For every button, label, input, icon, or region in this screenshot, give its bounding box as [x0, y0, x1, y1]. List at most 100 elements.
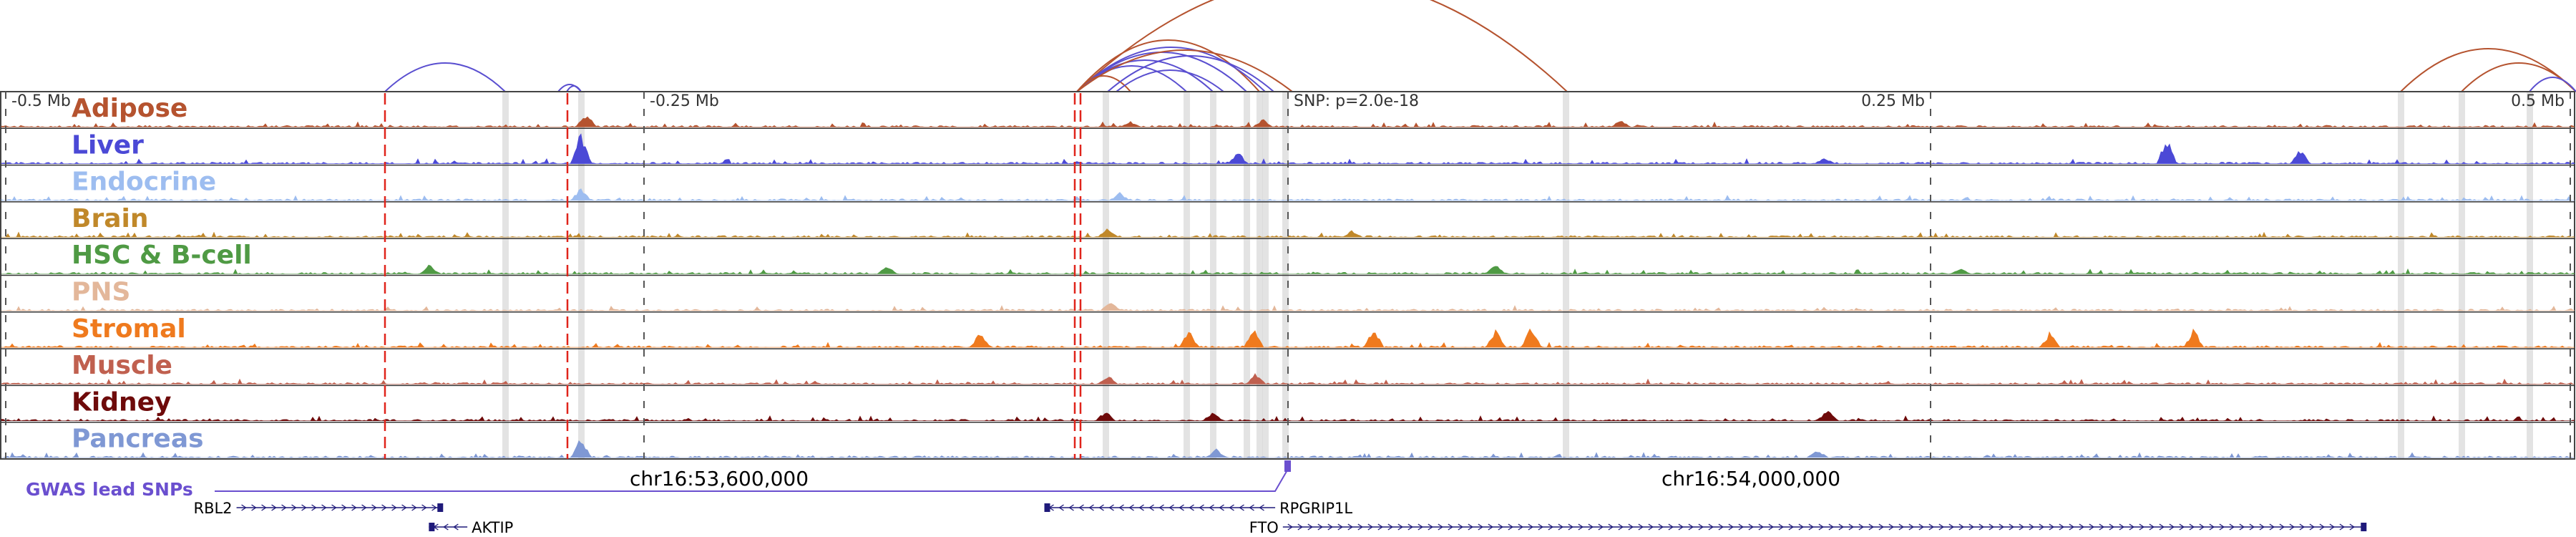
strand-chevron [1259, 504, 1264, 511]
strand-chevron [1327, 523, 1334, 531]
strand-chevron [1448, 523, 1454, 531]
strand-chevron [1407, 523, 1414, 531]
strand-chevron [1758, 523, 1765, 531]
strand-chevron [1648, 523, 1654, 531]
strand-chevron [1468, 523, 1474, 531]
strand-chevron [1868, 523, 1875, 531]
loop-arc [1076, 49, 1293, 92]
gene-exon [2361, 523, 2367, 531]
strand-chevron [1337, 523, 1344, 531]
track-hsc-b-cell: HSC & B-cell [1, 241, 2576, 276]
track-label: Adipose [72, 94, 187, 123]
track-label: Muscle [72, 351, 172, 380]
strand-chevron [1838, 523, 1845, 531]
strand-chevron [1638, 523, 1644, 531]
strand-chevron [443, 523, 449, 531]
chromatin-loops [384, 0, 2576, 92]
track-label: PNS [72, 278, 130, 307]
track-signal [1, 440, 2575, 458]
track-label: Kidney [72, 387, 172, 417]
strand-chevron [1297, 523, 1304, 531]
loop-arc [1076, 75, 1131, 92]
strand-chevron [1397, 523, 1404, 531]
strand-chevron [1508, 523, 1514, 531]
strand-chevron [431, 504, 437, 511]
axis-tick-label: 0.5 Mb [2511, 92, 2565, 110]
axis-tick-label: 0.25 Mb [1861, 92, 1925, 110]
strand-chevron [1568, 523, 1574, 531]
axis-tick-label: SNP: p=2.0e-18 [1294, 92, 1419, 110]
track-label: Endocrine [72, 168, 216, 197]
track-label: HSC & B-cell [72, 241, 252, 270]
strand-chevron [1169, 504, 1174, 511]
track-signal [1, 328, 2575, 348]
strand-chevron [251, 504, 257, 511]
loop-arc [2461, 62, 2576, 92]
track-label: Pancreas [72, 425, 204, 454]
strand-chevron [1128, 504, 1134, 511]
gene-exon [437, 503, 444, 512]
strand-chevron [1999, 523, 2005, 531]
track-signal [1, 264, 2576, 274]
strand-chevron [1528, 523, 1534, 531]
strand-chevron [1438, 523, 1444, 531]
loop-arc [1107, 55, 1274, 92]
gwas-snp-mark [1284, 460, 1291, 472]
snp-markers [384, 93, 1082, 459]
strand-chevron [2229, 523, 2235, 531]
strand-chevron [1249, 504, 1254, 511]
strand-chevron [1668, 523, 1674, 531]
loop-arc [2529, 77, 2576, 92]
strand-chevron [1488, 523, 1494, 531]
strand-chevron [2139, 523, 2145, 531]
strand-chevron [1918, 523, 1925, 531]
strand-chevron [1558, 523, 1564, 531]
strand-chevron [1578, 523, 1584, 531]
track-label: Liver [72, 130, 144, 160]
strand-chevron [1718, 523, 1724, 531]
strand-chevron [1788, 523, 1795, 531]
track-label: Stromal [72, 314, 186, 344]
strand-chevron [1518, 523, 1524, 531]
gene-aktip: AKTIP [429, 519, 513, 536]
strand-chevron [421, 504, 427, 511]
strand-chevron [1878, 523, 1885, 531]
axis-tick-label: -0.5 Mb [11, 92, 71, 110]
strand-chevron [1908, 523, 1915, 531]
strand-chevron [1948, 523, 1955, 531]
strand-chevron [2039, 523, 2045, 531]
strand-chevron [341, 504, 347, 511]
strand-chevron [1307, 523, 1314, 531]
strand-chevron [1088, 504, 1094, 511]
track-brain: Brain [1, 204, 2575, 239]
strand-chevron [1858, 523, 1865, 531]
track-signal [1, 228, 2575, 238]
strand-chevron [2049, 523, 2055, 531]
strand-chevron [1538, 523, 1544, 531]
strand-chevron [1598, 523, 1604, 531]
strand-chevron [2289, 523, 2296, 531]
strand-chevron [1618, 523, 1624, 531]
strand-chevron [1808, 523, 1815, 531]
strand-chevron [2079, 523, 2085, 531]
strand-chevron [331, 504, 337, 511]
strand-chevron [1428, 523, 1434, 531]
strand-chevron [271, 504, 277, 511]
strand-chevron [2089, 523, 2095, 531]
track-pns: PNS [1, 278, 2575, 313]
strand-chevron [1498, 523, 1504, 531]
loop-arc [1076, 65, 1187, 92]
gene-fto: FTO [1249, 519, 2367, 536]
strand-chevron [2309, 523, 2316, 531]
strand-chevron [1738, 523, 1745, 531]
strand-chevron [1888, 523, 1895, 531]
strand-chevron [453, 523, 459, 531]
strand-chevron [301, 504, 307, 511]
strand-chevron [2009, 523, 2015, 531]
strand-chevron [2239, 523, 2245, 531]
strand-chevron [241, 504, 247, 511]
strand-chevron [1798, 523, 1805, 531]
strand-chevron [2329, 523, 2336, 531]
strand-chevron [311, 504, 317, 511]
strand-chevron [261, 504, 267, 511]
